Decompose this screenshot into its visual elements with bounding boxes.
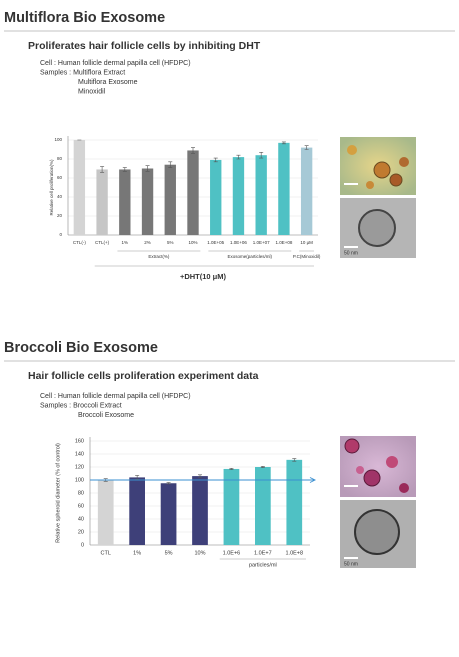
info-line: Samples : Broccoli Extract [40,402,122,409]
section-title: Broccoli Bio Exosome [4,340,158,356]
section-subtitle: Hair follicle cells proliferation experi… [28,370,259,382]
bar [119,169,131,235]
x-tick-label: 1.0E+7 [254,550,272,556]
info-line: Broccoli Exosome [78,412,134,419]
bar [73,140,86,235]
x-tick-label: CTL [101,550,111,556]
y-tick-label: 20 [57,213,63,218]
x-tick-label: 10 μM [300,240,313,245]
bar [164,164,176,235]
bar [300,147,313,235]
y-tick-label: 80 [57,156,63,161]
info-line: Minoxidil [78,88,106,95]
section: Multiflora Bio Exosome Proliferates hair … [4,10,455,281]
y-tick-label: 20 [78,529,84,535]
y-tick-label: 100 [54,137,62,142]
bar [255,155,267,235]
x-tick-label: CTL(+) [95,240,110,245]
micrographs [340,137,416,568]
error-bar [191,147,195,154]
x-tick-label: 1.0E+8 [285,550,303,556]
bar [160,483,177,545]
error-bar [166,482,171,485]
section-subtitle: Proliferates hair follicle cells by inhi… [28,40,261,52]
x-tick-label: 1.0E+07 [253,240,270,245]
y-axis-label: Relative cell proliferation(%) [49,159,54,216]
error-bar [292,458,297,462]
error-bar [100,166,105,173]
reference-line [90,477,317,483]
y-tick-label: 40 [78,516,84,522]
bar [278,142,290,235]
error-bar [213,157,218,163]
error-bar [168,161,173,168]
bar [97,480,114,545]
bar [232,157,245,235]
y-tick-label: 120 [75,464,84,470]
bar [223,468,240,545]
x-tick-label: 1.0E+6 [223,550,241,556]
error-bar [259,152,264,159]
y-tick-label: 160 [75,438,84,444]
info-line: Cell : Human follicle dermal papilla cel… [40,60,191,67]
info-line: Multiflora Exosome [78,79,138,86]
bar [129,477,145,545]
y-tick-label: 140 [75,451,84,457]
x-tick-label: 1.0E+05 [207,240,224,245]
footer: +DHT(10 μM) [180,272,227,281]
bar [286,459,303,545]
x-tick-label: 1.0E+08 [275,240,292,245]
y-axis-label: Relative spheroid diameter (% of control… [55,443,61,543]
y-tick-label: 80 [78,490,84,496]
info-line: Cell : Human follicle dermal papilla cel… [40,393,191,400]
y-tick-label: 100 [75,477,84,483]
error-bar [260,466,265,468]
error-bar [122,167,127,172]
bar [187,150,199,235]
scale-bar [344,557,358,559]
x-tick-label: CTL(-) [73,240,86,245]
error-bar [281,141,286,145]
group-label: Exosome(particles/ml) [228,254,273,259]
error-bar [145,165,150,172]
x-tick-label: 5% [167,240,174,245]
bar [96,169,108,235]
group-label: P.C(Minoxidil) [293,254,321,259]
y-tick-label: 60 [78,503,84,509]
bar [192,476,208,545]
group-label: particles/ml [249,562,277,568]
y-tick-label: 40 [57,194,63,199]
x-tick-label: 1% [122,240,129,245]
section: Broccoli Bio Exosome Hair follicle cells … [4,340,455,568]
error-bar [198,474,202,478]
x-tick-label: 10% [188,240,197,245]
scale-label: 50 nm [344,250,358,256]
x-tick-label: 2% [144,240,151,245]
y-tick-label: 0 [81,542,84,548]
x-tick-label: 1% [133,550,141,556]
scale-bar [344,183,358,185]
info-line: Samples : Multiflora Extract [40,69,125,76]
scale-bar [344,485,358,487]
error-bar [304,145,309,150]
y-tick-label: 0 [59,232,62,237]
bar [255,467,271,545]
scale-bar [344,246,358,248]
x-tick-label: 5% [165,550,173,556]
y-tick-label: 60 [57,175,63,180]
scale-label: 50 nm [344,561,358,567]
x-tick-label: 10% [194,550,205,556]
group-label: Extract(%) [148,254,170,259]
bar [141,168,154,235]
error-bar [229,468,234,470]
section-title: Multiflora Bio Exosome [4,10,165,26]
bar [210,159,222,235]
error-bar [135,475,140,480]
error-bar [236,154,241,160]
x-tick-label: 1.0E+06 [230,240,247,245]
